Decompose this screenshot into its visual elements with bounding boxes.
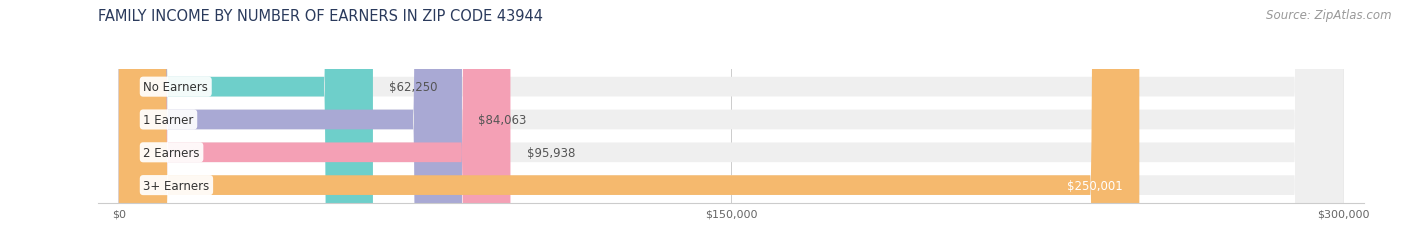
Text: $95,938: $95,938 xyxy=(527,146,575,159)
FancyBboxPatch shape xyxy=(120,0,463,231)
FancyBboxPatch shape xyxy=(120,0,1343,231)
FancyBboxPatch shape xyxy=(120,0,1343,231)
Text: No Earners: No Earners xyxy=(143,81,208,94)
Text: Source: ZipAtlas.com: Source: ZipAtlas.com xyxy=(1267,9,1392,22)
Text: $84,063: $84,063 xyxy=(478,113,527,126)
Text: 3+ Earners: 3+ Earners xyxy=(143,179,209,192)
Text: 1 Earner: 1 Earner xyxy=(143,113,194,126)
Text: $62,250: $62,250 xyxy=(389,81,437,94)
FancyBboxPatch shape xyxy=(120,0,373,231)
Text: FAMILY INCOME BY NUMBER OF EARNERS IN ZIP CODE 43944: FAMILY INCOME BY NUMBER OF EARNERS IN ZI… xyxy=(98,9,544,24)
FancyBboxPatch shape xyxy=(120,0,510,231)
FancyBboxPatch shape xyxy=(120,0,1139,231)
Text: 2 Earners: 2 Earners xyxy=(143,146,200,159)
FancyBboxPatch shape xyxy=(120,0,1343,231)
Text: $250,001: $250,001 xyxy=(1067,179,1123,192)
FancyBboxPatch shape xyxy=(120,0,1343,231)
